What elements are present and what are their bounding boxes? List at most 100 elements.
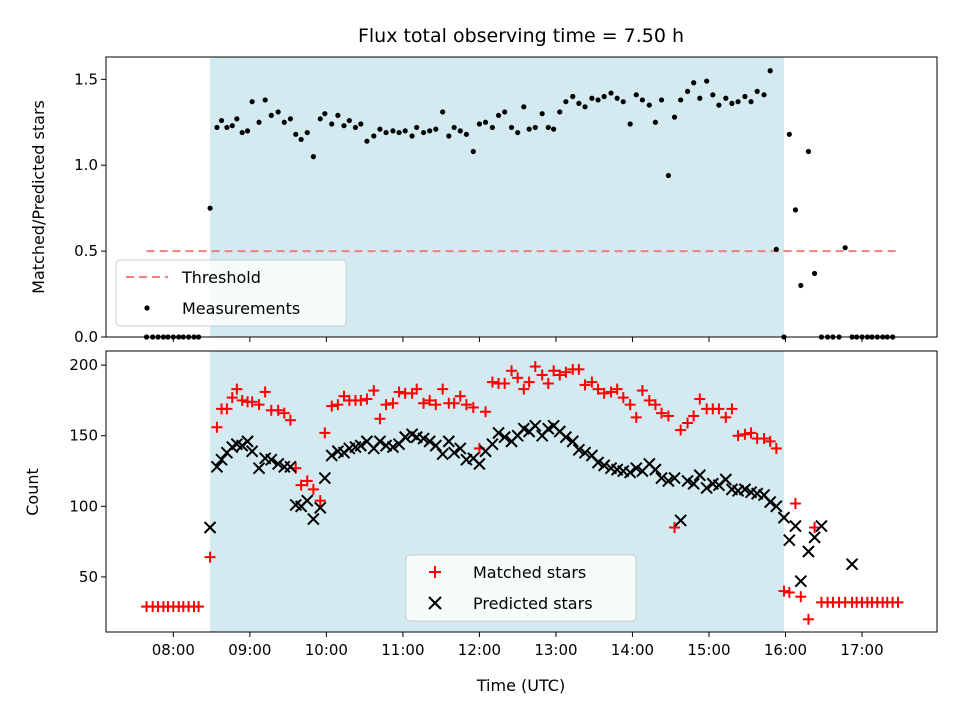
matched-star-point — [688, 410, 700, 422]
matched-star-point — [554, 369, 566, 381]
matched-star-point — [682, 417, 694, 429]
measurement-point — [358, 121, 364, 127]
matched-star-point — [892, 596, 904, 608]
matched-star-point — [732, 430, 744, 442]
predicted-star-point — [318, 471, 332, 485]
matched-star-point — [789, 498, 801, 510]
measurement-point — [390, 128, 396, 134]
measurement-point — [377, 126, 383, 132]
matched-star-point — [643, 394, 655, 406]
measurement-point — [482, 119, 489, 125]
predicted-star-point — [442, 435, 456, 448]
predicted-star-point — [597, 459, 611, 472]
measurement-point — [716, 102, 722, 108]
x-tick-label: 08:00 — [152, 641, 195, 659]
measurement-point — [364, 138, 370, 144]
predicted-star-point — [386, 440, 400, 454]
matched-star-point — [523, 376, 535, 388]
measurement-point — [508, 124, 515, 131]
matched-star-point — [368, 385, 380, 397]
predicted-star-point — [655, 471, 668, 485]
matched-stars-points — [141, 361, 904, 625]
matched-star-point — [355, 394, 367, 406]
measurement-point — [792, 207, 799, 213]
measurement-point — [451, 124, 457, 131]
measurement-point — [229, 123, 235, 129]
matched-star-point — [630, 411, 642, 423]
ratio-y-axis-label: Matched/Predicted stars — [29, 100, 48, 294]
measurement-point — [218, 117, 225, 124]
matched-star-point — [592, 383, 604, 395]
matched-star-point — [284, 414, 296, 426]
matched-star-point — [529, 361, 541, 373]
measurement-point — [652, 119, 659, 125]
predicted-star-point — [674, 514, 687, 527]
measurement-point — [214, 124, 220, 131]
predicted-star-point — [252, 461, 266, 475]
counts-y-tick-label: 150 — [69, 427, 98, 445]
predicted-star-point — [423, 435, 436, 448]
measurement-point — [798, 282, 804, 289]
chart-title: Flux total observing time = 7.50 h — [358, 25, 684, 47]
matched-star-point — [548, 365, 560, 377]
matched-star-point — [314, 495, 326, 507]
predicted-star-point — [763, 495, 777, 509]
matched-star-point — [669, 522, 681, 534]
measurement-point — [704, 78, 710, 84]
predicted-star-point — [314, 501, 327, 514]
predicted-star-point — [486, 437, 499, 451]
measurement-point — [842, 245, 848, 251]
predicted-star-point — [245, 445, 259, 458]
measurement-point — [440, 109, 446, 115]
predicted-star-point — [815, 519, 828, 533]
measurement-point — [495, 112, 502, 119]
matched-star-point — [605, 386, 617, 398]
matched-star-point — [720, 411, 732, 423]
predicted-star-point — [845, 558, 859, 571]
measurement-point — [317, 116, 323, 122]
matched-star-point — [518, 383, 530, 395]
measurement-point — [515, 129, 521, 136]
predicted-star-point — [802, 545, 815, 558]
matched-star-point — [272, 404, 284, 416]
measurement-point — [414, 124, 420, 131]
predicted-star-point — [210, 460, 224, 473]
measurement-point — [329, 121, 335, 127]
matched-star-point — [560, 366, 572, 378]
matched-star-point — [326, 400, 338, 412]
legend-threshold-label: Threshold — [181, 268, 261, 287]
measurement-point — [298, 136, 304, 143]
matched-star-point — [307, 483, 319, 495]
measurement-point — [545, 124, 551, 131]
predicted-star-point — [662, 474, 675, 488]
ratio-y-tick-label: 0.0 — [74, 328, 98, 346]
matched-star-point — [573, 363, 585, 375]
measurement-point — [244, 128, 251, 134]
counts-plot-frame — [105, 350, 938, 633]
measurement-point — [723, 95, 729, 101]
predicted-star-point — [241, 435, 254, 448]
counts-y-axis-label: Count — [23, 468, 42, 516]
ratio-legend: Threshold Measurements — [115, 259, 347, 327]
measurement-point — [502, 109, 508, 115]
measurement-point — [275, 109, 281, 115]
measurement-point — [383, 129, 389, 136]
matched-star-point — [542, 377, 554, 389]
matched-star-point — [430, 399, 442, 411]
matched-star-point — [764, 435, 776, 447]
measurement-point — [729, 100, 735, 106]
measurement-point — [304, 129, 310, 136]
measurement-point — [582, 104, 588, 110]
measurement-point — [281, 119, 287, 125]
matched-star-point — [460, 399, 472, 411]
predicted-star-point — [578, 446, 592, 459]
measurement-point — [256, 119, 262, 125]
counts-y-tick-label: 200 — [69, 356, 98, 374]
matched-star-point — [259, 386, 271, 398]
measurement-point — [310, 154, 316, 160]
measurement-point — [551, 126, 557, 132]
matched-star-point — [726, 403, 738, 415]
measurement-point — [595, 97, 601, 103]
matched-star-point — [649, 399, 661, 411]
measurement-point — [665, 172, 672, 179]
